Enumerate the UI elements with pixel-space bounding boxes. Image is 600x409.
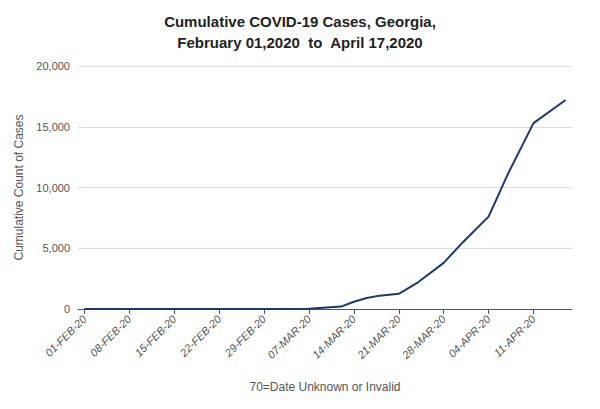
svg-text:29-FEB-20: 29-FEB-20 <box>222 312 269 359</box>
svg-text:04-APR-20: 04-APR-20 <box>446 312 494 360</box>
svg-text:07-MAR-20: 07-MAR-20 <box>265 312 314 361</box>
svg-text:15-FEB-20: 15-FEB-20 <box>132 312 179 359</box>
svg-text:08-FEB-20: 08-FEB-20 <box>88 312 135 359</box>
svg-text:22-FEB-20: 22-FEB-20 <box>177 312 224 359</box>
svg-text:01-FEB-20: 01-FEB-20 <box>43 312 90 359</box>
svg-text:5,000: 5,000 <box>42 242 70 254</box>
svg-text:14-MAR-20: 14-MAR-20 <box>310 312 359 361</box>
svg-text:20,000: 20,000 <box>36 60 70 72</box>
svg-text:15,000: 15,000 <box>36 121 70 133</box>
svg-text:Cumulative Count of Cases: Cumulative Count of Cases <box>12 114 26 260</box>
svg-text:70=Date Unknown or Invalid: 70=Date Unknown or Invalid <box>249 380 400 394</box>
svg-text:21-MAR-20: 21-MAR-20 <box>354 312 404 362</box>
svg-text:11-APR-20: 11-APR-20 <box>491 312 538 359</box>
svg-text:February 01,2020 to April 17: February 01,2020 to April 17,2020 <box>177 34 422 51</box>
svg-text:10,000: 10,000 <box>36 182 70 194</box>
svg-text:0: 0 <box>64 303 70 315</box>
svg-text:Cumulative COVID-19 Cases, Geo: Cumulative COVID-19 Cases, Georgia, <box>164 13 436 30</box>
svg-text:28-MAR-20: 28-MAR-20 <box>399 312 449 362</box>
